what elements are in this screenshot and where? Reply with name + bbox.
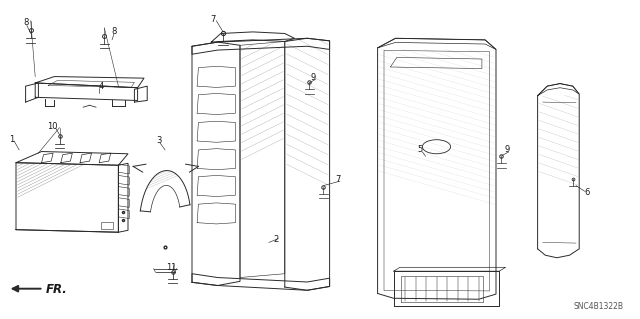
Text: 7: 7 [211,15,216,24]
Text: 2: 2 [274,235,279,244]
Text: 1: 1 [9,135,14,144]
Text: SNC4B1322B: SNC4B1322B [574,302,624,311]
Text: FR.: FR. [46,283,68,296]
Text: 3: 3 [156,137,161,145]
Text: 11: 11 [166,263,177,272]
Text: 4: 4 [99,82,104,91]
Bar [101,222,113,229]
Text: 5: 5 [417,145,422,154]
Text: 9: 9 [504,145,509,154]
Text: 10: 10 [47,122,58,130]
Text: 7: 7 [335,175,340,184]
Text: 8: 8 [111,27,116,36]
Text: 8: 8 [23,19,28,27]
Text: 9: 9 [311,73,316,82]
Text: 6: 6 [585,189,590,197]
